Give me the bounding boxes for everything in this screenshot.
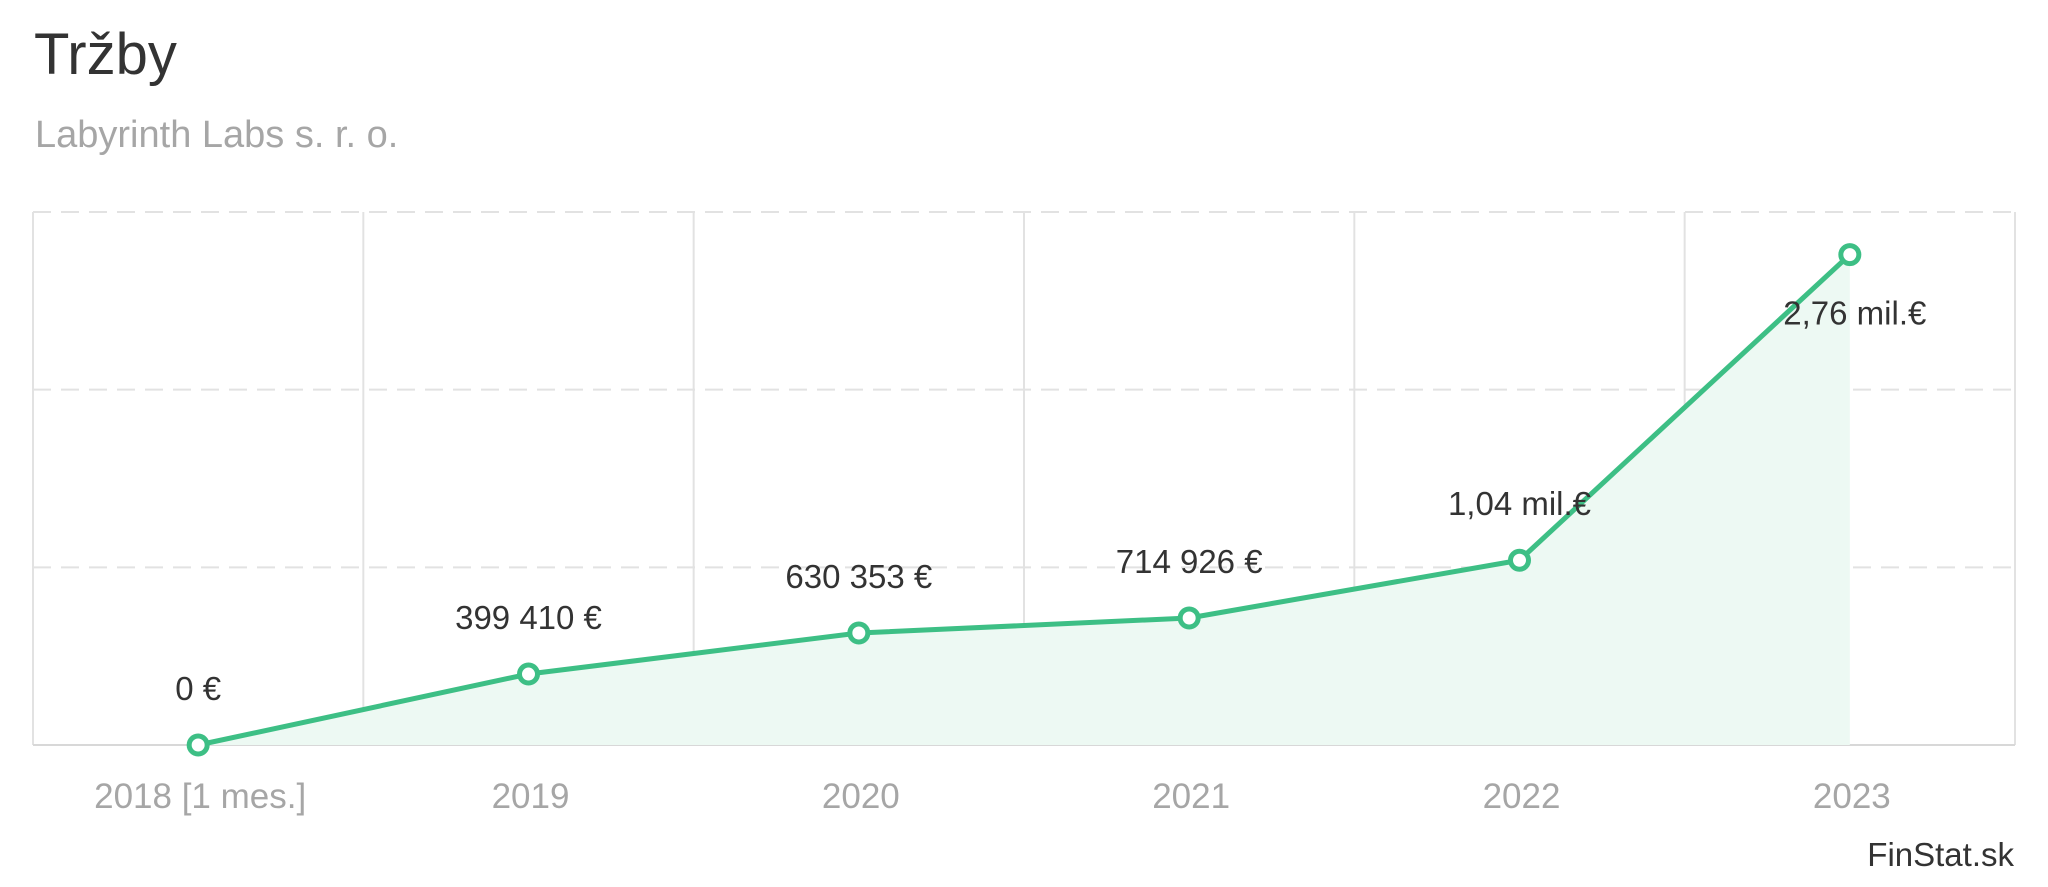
x-tick-label-1: 2019	[492, 777, 570, 816]
x-tick-label-0: 2018 [1 mes.]	[94, 777, 306, 816]
data-point-4[interactable]	[1508, 548, 1531, 572]
x-tick-label-4: 2022	[1483, 777, 1561, 816]
data-label-4: 1,04 mil.€	[1448, 485, 1591, 522]
finstat-credit[interactable]: FinStat.sk	[1867, 836, 2014, 873]
chart-subtitle: Labyrinth Labs s. r. o.	[35, 114, 399, 156]
x-tick-label-2: 2020	[822, 777, 900, 816]
x-axis-labels: 2018 [1 mes.] 2019 2020 2021 2022 2023	[94, 777, 1891, 816]
data-points	[186, 243, 1862, 757]
revenue-line	[197, 252, 1852, 748]
data-point-5[interactable]	[1838, 243, 1862, 267]
data-labels: 0 € 399 410 € 630 353 € 714 926 € 1,04 mil.€…	[175, 295, 1926, 707]
data-point-0[interactable]	[186, 733, 210, 757]
data-label-5: 2,76 mil.€	[1783, 295, 1926, 332]
data-label-3: 714 926 €	[1116, 543, 1263, 580]
data-label-0: 0 €	[175, 670, 221, 707]
data-point-1[interactable]	[517, 662, 540, 686]
revenue-area	[198, 254, 1850, 745]
data-label-1: 399 410 €	[455, 599, 602, 636]
x-tick-label-5: 2023	[1813, 777, 1891, 816]
chart-title: Tržby	[34, 22, 177, 87]
data-point-2[interactable]	[847, 621, 871, 645]
x-tick-label-3: 2021	[1152, 777, 1230, 816]
data-label-2: 630 353 €	[785, 558, 932, 595]
data-point-3[interactable]	[1177, 606, 1201, 630]
